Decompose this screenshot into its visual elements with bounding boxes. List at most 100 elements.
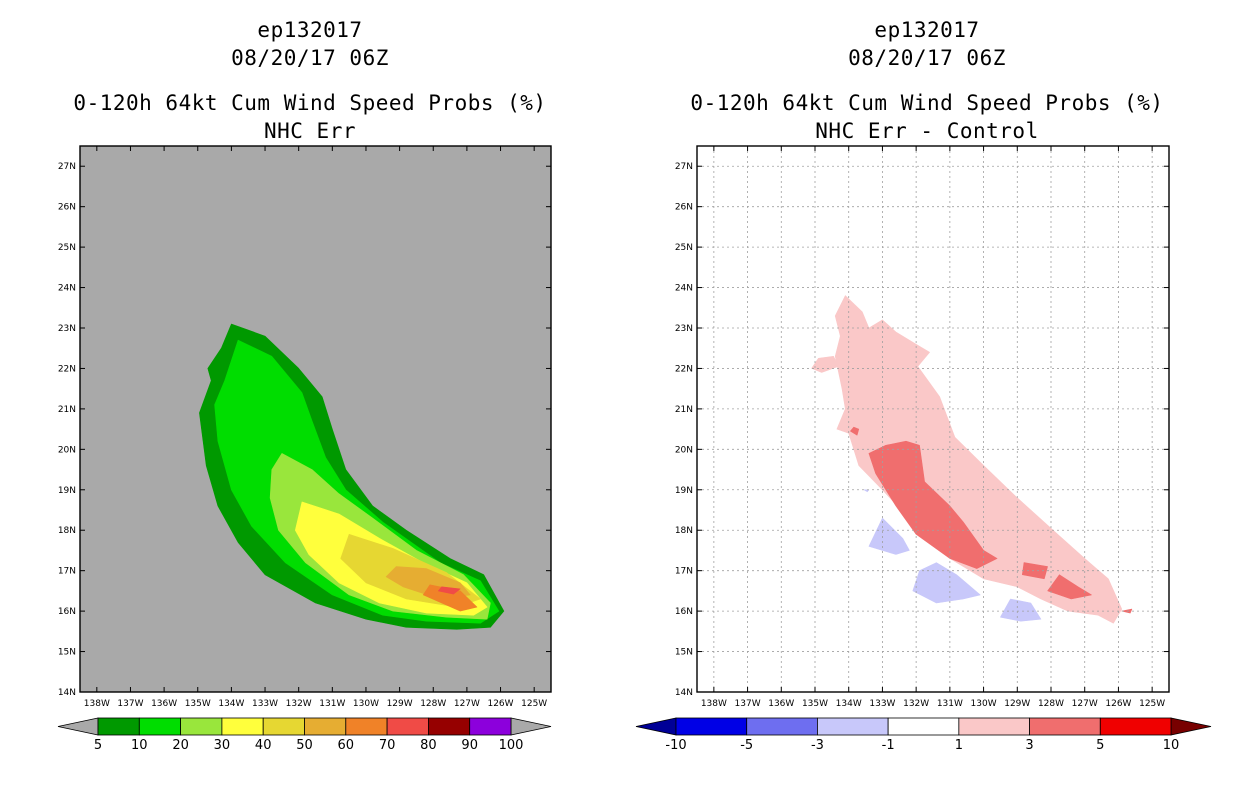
left-x-tick-label: 136W (151, 699, 177, 709)
left-colorbar-end-low (57, 717, 99, 736)
right-y-tick-label: 16N (675, 607, 693, 617)
right-colorbar-label: 10 (1163, 738, 1180, 753)
right-x-tick-label: 135W (802, 699, 828, 709)
left-colorbar-swatch (386, 717, 429, 736)
right-y-tick-label: 19N (675, 486, 693, 496)
right-x-tick-label: 134W (836, 699, 862, 709)
left-colorbar-swatch (262, 717, 305, 736)
right-colorbar-label: -5 (740, 738, 753, 753)
left-x-tick-label: 128W (420, 699, 446, 709)
left-plot-frame (79, 145, 552, 693)
right-y-tick-label: 20N (675, 445, 693, 455)
left-x-tick-label: 133W (252, 699, 278, 709)
right-y-tick-label: 15N (675, 648, 693, 658)
right-contour-5 (850, 426, 860, 436)
left-x-tick-label: 138W (84, 699, 110, 709)
right-x-tick-label: 131W (937, 699, 963, 709)
right-contour-4 (1047, 574, 1092, 600)
right-y-tick-label: 25N (675, 243, 693, 253)
left-y-tick-label: 21N (58, 405, 76, 415)
left-x-tick-label: 125W (521, 699, 547, 709)
right-x-tick-label: 130W (971, 699, 997, 709)
right-x-tick-label: 129W (1004, 699, 1030, 709)
left-x-tick-label: 131W (319, 699, 345, 709)
right-y-tick-label: 26N (675, 203, 693, 213)
left-title-product: 0-120h 64kt Cum Wind Speed Probs (%) (73, 91, 547, 115)
left-colorbar-swatch (427, 717, 471, 736)
left-x-tick-label: 129W (387, 699, 413, 709)
left-y-tick-label: 22N (58, 364, 76, 374)
left-x-tick-label: 135W (185, 699, 211, 709)
left-colorbar-label: 70 (379, 738, 396, 753)
right-contour-6 (1121, 608, 1133, 614)
left-colorbar-label: 20 (172, 738, 189, 753)
right-colorbar-label: -3 (811, 738, 824, 753)
right-y-tick-label: 14N (675, 688, 693, 698)
right-x-tick-label: 136W (768, 699, 794, 709)
right-x-tick-label: 132W (903, 699, 929, 709)
left-y-tick-label: 26N (58, 203, 76, 213)
left-y-tick-label: 16N (58, 607, 76, 617)
left-y-tick-label: 25N (58, 243, 76, 253)
left-colorbar-end-high (510, 717, 552, 736)
left-x-tick-label: 127W (454, 699, 480, 709)
right-y-tick-label: 27N (675, 162, 693, 172)
left-title-variant: NHC Err (263, 119, 356, 143)
left-colorbar-label: 100 (499, 738, 524, 753)
right-y-tick-label: 21N (675, 405, 693, 415)
left-colorbar-label: 80 (420, 738, 437, 753)
right-y-tick-label: 24N (675, 284, 693, 294)
left-colorbar-label: 90 (461, 738, 478, 753)
left-colorbar-label: 5 (94, 738, 102, 753)
right-colorbar-end-low (635, 717, 677, 736)
left-contour-7 (437, 586, 461, 595)
left-y-tick-label: 20N (58, 445, 76, 455)
left-colorbar-label: 10 (131, 738, 148, 753)
right-x-tick-label: 137W (735, 699, 761, 709)
left-y-tick-label: 23N (58, 324, 76, 334)
left-colorbar-swatch (138, 717, 182, 736)
right-title-variant: NHC Err - Control (815, 119, 1039, 143)
left-title-date: 08/20/17 06Z (231, 46, 389, 70)
left-colorbar-swatch (180, 717, 223, 736)
left-colorbar-swatch (345, 717, 388, 736)
left-colorbar-label: 40 (255, 738, 272, 753)
right-x-tick-label: 133W (869, 699, 895, 709)
right-colorbar-label: 3 (1025, 738, 1033, 753)
right-title-date: 08/20/17 06Z (848, 46, 1006, 70)
right-x-tick-label: 138W (701, 699, 727, 709)
right-x-tick-label: 128W (1038, 699, 1064, 709)
left-contour-1 (214, 339, 500, 624)
left-colorbar-label: 60 (338, 738, 355, 753)
right-x-tick-label: 125W (1139, 699, 1165, 709)
right-plot-frame (696, 145, 1170, 693)
right-y-tick-label: 23N (675, 324, 693, 334)
right-title-storm-id: ep132017 (874, 18, 980, 42)
right-title-product: 0-120h 64kt Cum Wind Speed Probs (%) (690, 91, 1164, 115)
right-y-tick-label: 18N (675, 526, 693, 536)
left-y-tick-label: 17N (58, 567, 76, 577)
right-colorbar-swatch (958, 717, 1030, 736)
left-y-tick-label: 19N (58, 486, 76, 496)
right-contour-10 (863, 489, 870, 493)
left-x-tick-label: 134W (218, 699, 244, 709)
right-contour-9 (1000, 598, 1042, 622)
right-colorbar-end-high (1170, 717, 1212, 736)
right-colorbar-swatch (1029, 717, 1101, 736)
right-x-tick-label: 126W (1105, 699, 1131, 709)
left-y-tick-label: 14N (58, 688, 76, 698)
right-colorbar-swatch (675, 717, 748, 736)
left-x-tick-label: 126W (487, 699, 513, 709)
left-colorbar-swatch (469, 717, 512, 736)
left-colorbar-swatch (221, 717, 264, 736)
left-x-tick-label: 130W (353, 699, 379, 709)
right-colorbar-label: 5 (1096, 738, 1104, 753)
right-colorbar-label: -1 (882, 738, 895, 753)
left-y-tick-label: 15N (58, 648, 76, 658)
left-colorbar-label: 30 (214, 738, 231, 753)
right-contour-0 (834, 295, 1123, 624)
left-colorbar-swatch (304, 717, 347, 736)
left-x-tick-label: 132W (286, 699, 312, 709)
left-y-tick-label: 27N (58, 162, 76, 172)
